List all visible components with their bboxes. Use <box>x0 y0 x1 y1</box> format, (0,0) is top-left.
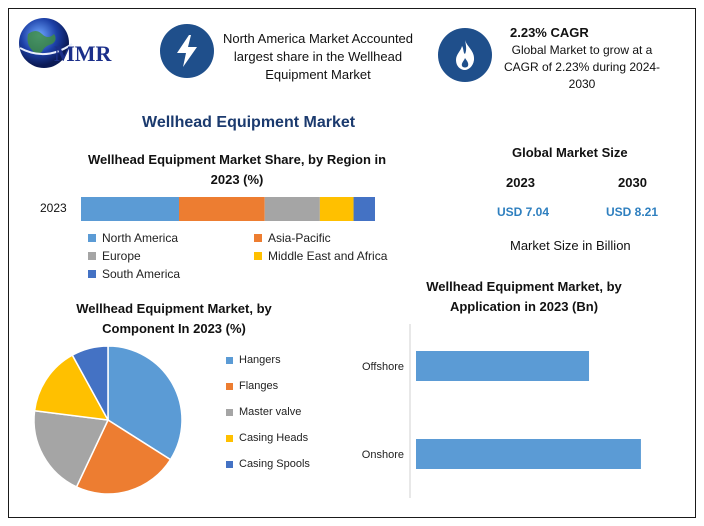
pie-slice-2 <box>33 409 110 488</box>
flame-icon <box>438 28 492 82</box>
infographic-frame <box>8 8 696 518</box>
region-stacked-bar <box>81 197 375 221</box>
legend-label: Casing Heads <box>239 432 309 444</box>
component-legend-item: Master valve <box>226 406 301 418</box>
region-legend-item: Middle East and Africa <box>254 249 387 263</box>
legend-swatch <box>88 252 96 260</box>
region-bar-segment-3 <box>319 197 354 221</box>
mmr-logo: MMR <box>14 14 142 72</box>
component-pie <box>33 345 183 495</box>
cagr-title: 2.23% CAGR <box>510 25 589 40</box>
region-bar-segment-4 <box>353 197 375 221</box>
globe-icon <box>19 18 73 68</box>
legend-swatch <box>226 356 233 364</box>
legend-label: South America <box>102 267 181 281</box>
region-legend-item: North America <box>88 231 178 245</box>
application-bar-chart: Offshore Onshore <box>362 324 641 498</box>
region-category-label: 2023 <box>40 201 67 215</box>
lightning-bolt-icon <box>160 24 214 78</box>
legend-swatch <box>88 270 96 278</box>
pie-slice-4 <box>71 345 109 421</box>
component-chart-title: Wellhead Equipment Market, by Component … <box>76 301 272 336</box>
region-bar-segment-1 <box>179 197 265 221</box>
legend-label: Hangers <box>239 354 281 366</box>
legend-label: Europe <box>102 249 141 263</box>
legend-label: Casing Spools <box>239 458 310 470</box>
component-legend: Hangers Flanges Master valve Casing Heads Ca… <box>226 354 346 484</box>
global-size-title: Global Market Size <box>512 145 628 160</box>
highlight-text: North America Market Accounted largest s… <box>222 31 414 82</box>
region-legend-item: Europe <box>88 249 141 263</box>
application-category-label: Offshore <box>362 361 404 373</box>
component-legend-item: Flanges <box>226 380 278 392</box>
region-bar-segment-2 <box>264 197 320 221</box>
pie-slice-3 <box>33 354 110 421</box>
legend-swatch <box>226 382 233 390</box>
logo-text: MMR <box>54 41 112 66</box>
unit-note: Market Size in Billion <box>510 238 631 253</box>
value-2030: USD 8.21 <box>606 205 659 219</box>
legend-label: Asia-Pacific <box>268 231 331 245</box>
main-title: Wellhead Equipment Market <box>142 114 356 131</box>
cagr-text: Global Market to grow at a CAGR of 2.23%… <box>503 43 661 91</box>
legend-label: Flanges <box>239 380 279 392</box>
legend-label: North America <box>102 231 179 245</box>
year-2030-label: 2030 <box>618 175 647 190</box>
legend-label: Middle East and Africa <box>268 249 388 263</box>
legend-swatch <box>254 234 262 242</box>
legend-swatch <box>226 434 233 442</box>
legend-swatch <box>226 408 233 416</box>
region-bar-segment-0 <box>81 197 179 221</box>
application-bar-offshore <box>416 351 590 381</box>
region-chart-title: Wellhead Equipment Market Share, by Regi… <box>87 152 387 187</box>
application-chart-title: Wellhead Equipment Market, by Applicatio… <box>426 279 622 314</box>
legend-swatch <box>88 234 96 242</box>
application-category-label: Onshore <box>362 449 404 461</box>
component-legend-item: Casing Spools <box>226 458 310 470</box>
region-legend: North America Asia-Pacific Europe Middle Ea… <box>88 231 408 287</box>
legend-label: Master valve <box>239 406 302 418</box>
component-legend-item: Casing Heads <box>226 432 308 444</box>
application-bar-onshore <box>416 439 641 469</box>
value-2023: USD 7.04 <box>497 205 550 219</box>
component-legend-item: Hangers <box>226 354 281 366</box>
region-legend-item: Asia-Pacific <box>254 231 331 245</box>
legend-swatch <box>254 252 262 260</box>
region-legend-item: South America <box>88 267 180 281</box>
year-2023-label: 2023 <box>506 175 535 190</box>
legend-swatch <box>226 460 233 468</box>
